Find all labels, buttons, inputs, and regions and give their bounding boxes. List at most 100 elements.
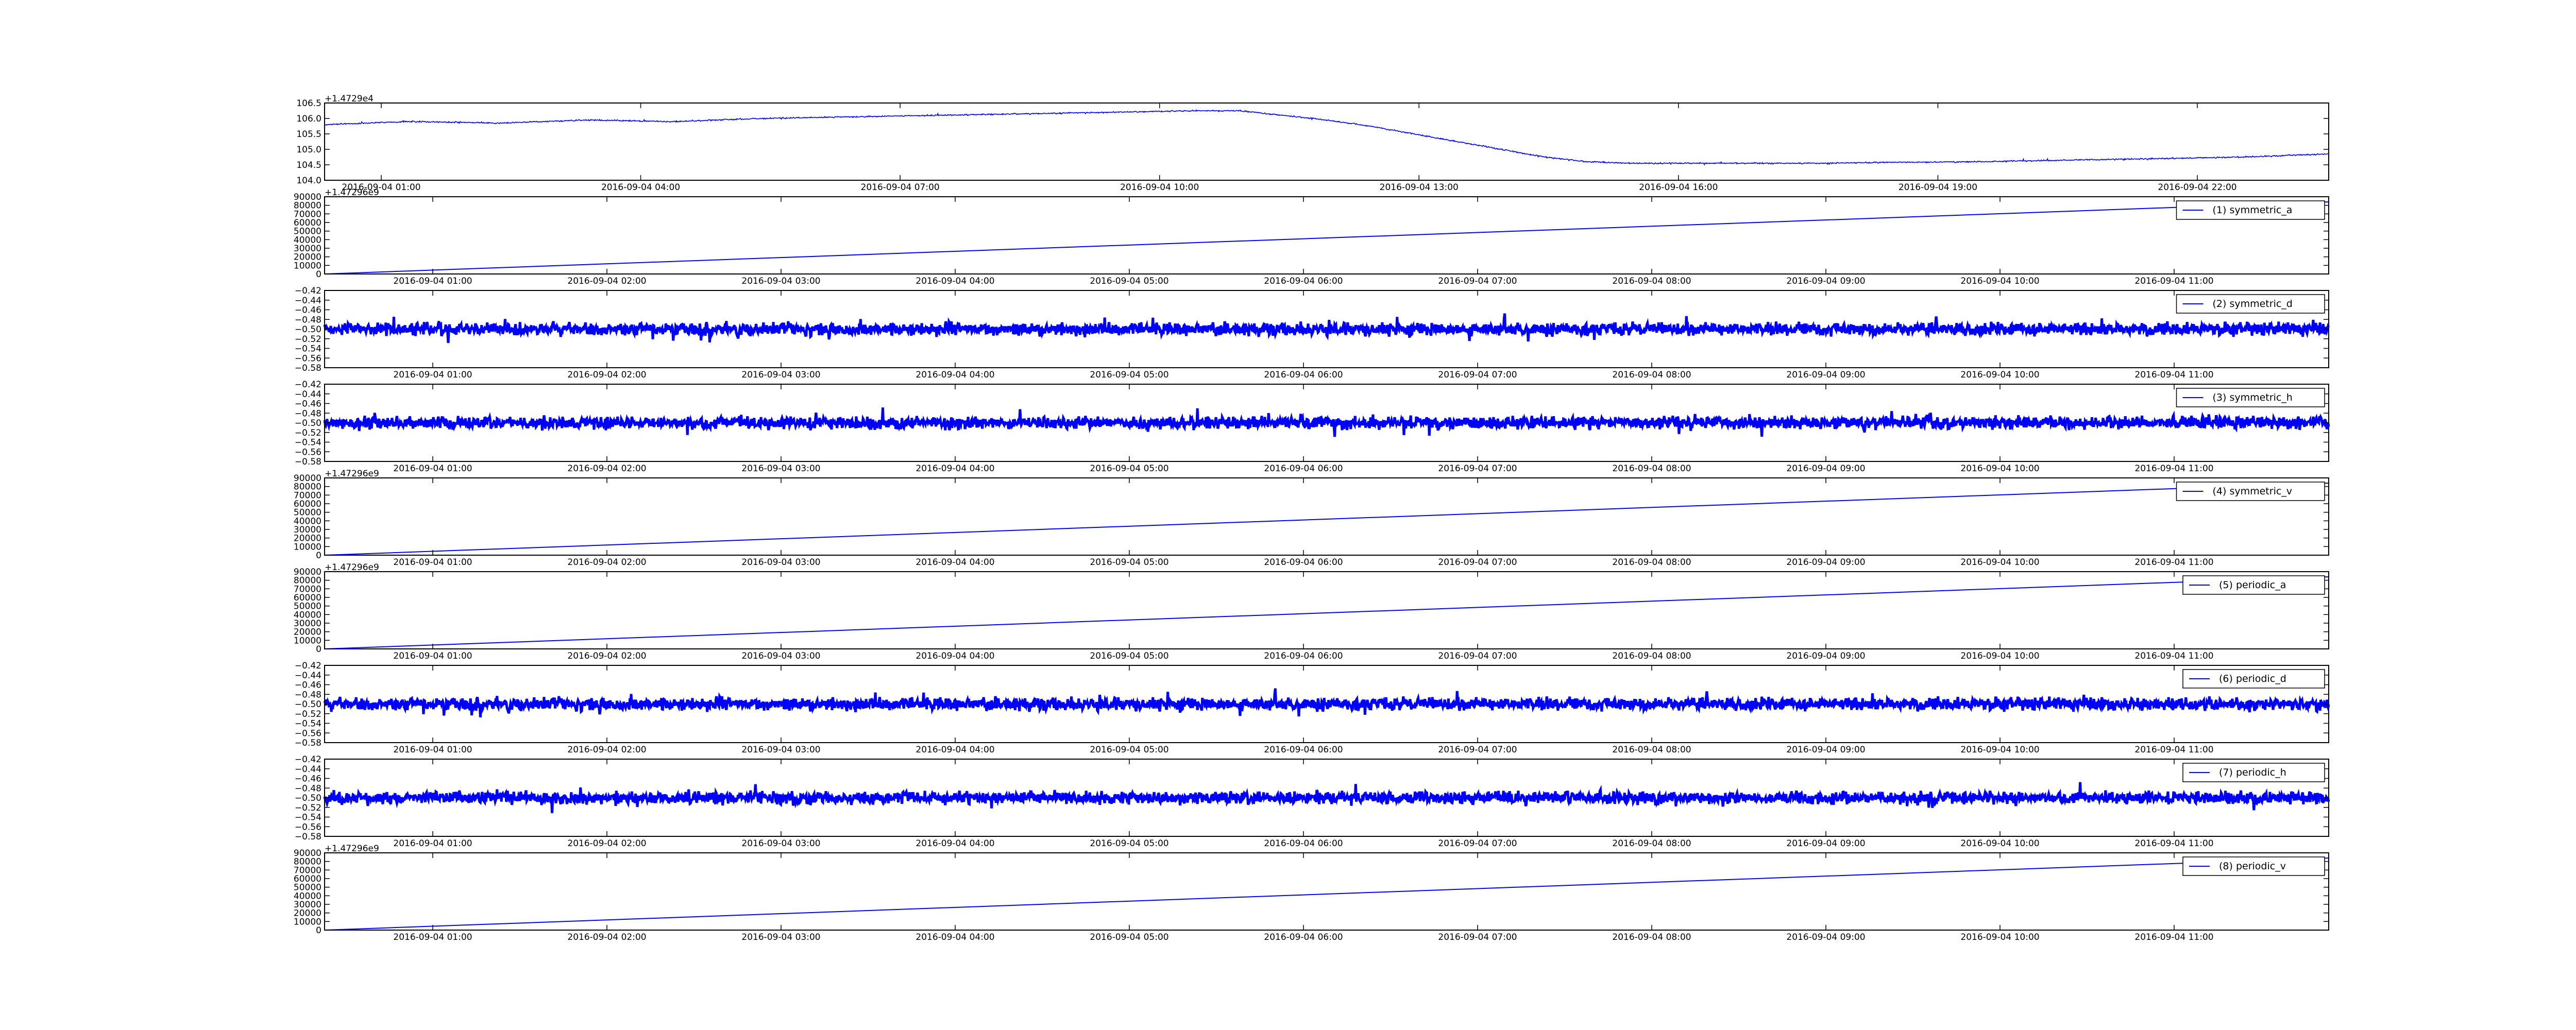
y-tick-label: −0.44 [295, 764, 321, 775]
y-tick-label: 60000 [294, 593, 321, 603]
y-tick-label: −0.52 [295, 428, 321, 438]
y-tick-label: 20000 [294, 252, 321, 263]
x-tick-label: 2016-09-04 03:00 [741, 557, 820, 568]
y-tick-label: −0.56 [295, 822, 321, 832]
y-tick-label: −0.42 [295, 380, 321, 390]
legend: (5) periodic_a [2182, 575, 2325, 595]
x-tick-label: 2016-09-04 06:00 [1264, 932, 1343, 942]
legend: (6) periodic_d [2182, 669, 2325, 689]
series-line-9-1 [324, 857, 2329, 931]
x-tick-label: 2016-09-04 11:00 [2134, 932, 2213, 942]
x-tick-label: 2016-09-04 11:00 [2134, 276, 2213, 286]
y-tick-label: −0.42 [295, 286, 321, 296]
x-tick-label: 2016-09-04 01:00 [393, 651, 472, 661]
axes-frame [324, 102, 2329, 181]
legend-label: (1) symmetric_a [2213, 204, 2293, 216]
legend: (1) symmetric_a [2176, 200, 2325, 220]
y-tick-label: 50000 [294, 508, 321, 518]
x-tick-label: 2016-09-04 08:00 [1612, 932, 1691, 942]
y-tick-label: 50000 [294, 602, 321, 612]
x-tick-label: 2016-09-04 04:00 [916, 276, 994, 286]
y-tick-label: 60000 [294, 218, 321, 228]
y-tick-label: 30000 [294, 244, 321, 254]
y-tick-label: −0.50 [295, 793, 321, 803]
y-tick-label: 50000 [294, 883, 321, 893]
chart-panel-6: 0100002000030000400005000060000700008000… [294, 562, 2329, 661]
x-tick-label: 2016-09-04 01:00 [342, 182, 420, 193]
y-tick-label: −0.48 [295, 690, 321, 700]
y-tick-label: 80000 [294, 201, 321, 211]
x-tick-label: 2016-09-04 11:00 [2134, 464, 2213, 474]
x-tick-label: 2016-09-04 06:00 [1264, 464, 1343, 474]
x-tick-label: 2016-09-04 03:00 [741, 276, 820, 286]
x-tick-label: 2016-09-04 09:00 [1786, 370, 1865, 380]
y-tick-label: 70000 [294, 865, 321, 876]
y-tick-label: 104.5 [296, 160, 321, 170]
axes-frame [324, 477, 2329, 556]
x-tick-label: 2016-09-04 06:00 [1264, 557, 1343, 568]
x-tick-label: 2016-09-04 01:00 [393, 370, 472, 380]
y-tick-label: −0.44 [295, 671, 321, 681]
axes-frame [324, 852, 2329, 931]
y-tick-label: −0.56 [295, 728, 321, 739]
x-tick-label: 2016-09-04 01:00 [393, 276, 472, 286]
y-tick-label: −0.48 [295, 783, 321, 794]
legend: (8) periodic_v [2182, 856, 2325, 876]
y-tick-label: −0.46 [295, 399, 321, 409]
x-tick-label: 2016-09-04 10:00 [1960, 651, 2039, 661]
y-tick-label: −0.46 [295, 680, 321, 691]
x-tick-label: 2016-09-04 07:00 [1438, 276, 1517, 286]
x-tick-label: 2016-09-04 05:00 [1090, 370, 1168, 380]
x-tick-label: 2016-09-04 09:00 [1786, 651, 1865, 661]
x-tick-label: 2016-09-04 10:00 [1960, 745, 2039, 755]
x-tick-label: 2016-09-04 08:00 [1612, 464, 1691, 474]
x-tick-label: 2016-09-04 10:00 [1960, 276, 2039, 286]
y-tick-label: 10000 [294, 636, 321, 646]
y-tick-label: 90000 [294, 473, 321, 484]
y-tick-label: 30000 [294, 900, 321, 910]
x-tick-label: 2016-09-04 08:00 [1612, 745, 1691, 755]
y-tick-label: −0.58 [295, 832, 321, 842]
y-tick-label: −0.58 [295, 363, 321, 373]
legend-label: (2) symmetric_d [2213, 298, 2293, 310]
y-tick-label: 105.5 [296, 129, 321, 140]
x-tick-label: 2016-09-04 05:00 [1090, 745, 1168, 755]
x-tick-label: 2016-09-04 08:00 [1612, 557, 1691, 568]
y-tick-label: −0.46 [295, 305, 321, 316]
x-tick-label: 2016-09-04 07:00 [1438, 651, 1517, 661]
y-tick-label: −0.42 [295, 754, 321, 765]
y-tick-label: −0.54 [295, 813, 321, 823]
y-tick-label: 0 [316, 925, 321, 936]
y-tick-label: 60000 [294, 874, 321, 884]
legend: (7) periodic_h [2182, 763, 2325, 782]
y-tick-label: 70000 [294, 584, 321, 594]
x-tick-label: 2016-09-04 02:00 [567, 745, 646, 755]
y-tick-label: −0.48 [295, 408, 321, 419]
y-tick-label: 30000 [294, 525, 321, 535]
x-tick-label: 2016-09-04 07:00 [1438, 932, 1517, 942]
chart-panel-1: 104.0 104.5 105.0 105.5 106.0 106.5 2016-09-04… [296, 94, 2329, 193]
y-tick-label: −0.58 [295, 457, 321, 467]
y-tick-label: −0.58 [295, 738, 321, 748]
x-tick-label: 2016-09-04 08:00 [1612, 651, 1691, 661]
x-tick-label: 2016-09-04 06:00 [1264, 651, 1343, 661]
y-tick-label: 0 [316, 269, 321, 280]
legend: (2) symmetric_d [2176, 294, 2325, 314]
y-tick-label: 30000 [294, 619, 321, 629]
x-tick-label: 2016-09-04 10:00 [1120, 182, 1199, 193]
y-tick-label: −0.56 [295, 447, 321, 457]
x-tick-label: 2016-09-04 01:00 [393, 838, 472, 849]
x-tick-label: 2016-09-04 04:00 [916, 932, 994, 942]
y-tick-label: 20000 [294, 534, 321, 544]
y-tick-label: 70000 [294, 490, 321, 501]
y-tick-label: 10000 [294, 542, 321, 552]
legend-label: (5) periodic_a [2219, 579, 2286, 591]
x-tick-label: 2016-09-04 09:00 [1786, 745, 1865, 755]
y-tick-label: 106.5 [296, 98, 321, 109]
x-tick-label: 2016-09-04 03:00 [741, 745, 820, 755]
x-tick-label: 2016-09-04 11:00 [2134, 557, 2213, 568]
axes-frame [324, 196, 2329, 274]
x-tick-label: 2016-09-04 05:00 [1090, 557, 1168, 568]
legend-label: (6) periodic_d [2219, 673, 2286, 684]
y-tick-label: −0.52 [295, 709, 321, 719]
